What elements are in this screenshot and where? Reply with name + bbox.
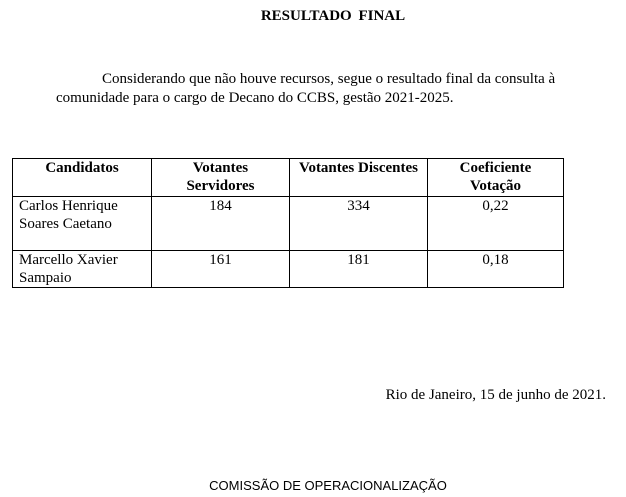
intro-text: Considerando que não houve recursos, seg… — [56, 71, 556, 106]
votes-discentes: 181 — [289, 250, 428, 288]
coefficient: 0,18 — [427, 250, 564, 288]
votes-servidores: 161 — [151, 250, 290, 288]
votes-servidores: 184 — [151, 196, 290, 251]
date-line: Rio de Janeiro, 15 de junho de 2021. — [385, 387, 606, 403]
candidate-name: Carlos Henrique Soares Caetano — [12, 196, 152, 251]
coefficient: 0,22 — [427, 196, 564, 251]
header-candidatos: Candidatos — [12, 158, 152, 197]
table-header-row: Candidatos Votantes Servidores Votantes … — [12, 158, 564, 197]
signature-line: COMISSÃO DE OPERACIONALIZAÇÃO — [209, 478, 447, 493]
votes-discentes: 334 — [289, 196, 428, 251]
table-row: Marcello Xavier Sampaio 161 181 0,18 — [12, 250, 564, 288]
candidate-name: Marcello Xavier Sampaio — [12, 250, 152, 288]
header-votantes-servidores: Votantes Servidores — [151, 158, 290, 197]
intro-paragraph: Considerando que não houve recursos, seg… — [56, 70, 616, 108]
table-row: Carlos Henrique Soares Caetano 184 334 0… — [12, 196, 564, 251]
results-table: Candidatos Votantes Servidores Votantes … — [12, 158, 564, 288]
document-title: RESULTADO FINAL — [260, 8, 406, 24]
header-coeficiente: Coeficiente Votação — [427, 158, 564, 197]
header-votantes-discentes: Votantes Discentes — [289, 158, 428, 197]
